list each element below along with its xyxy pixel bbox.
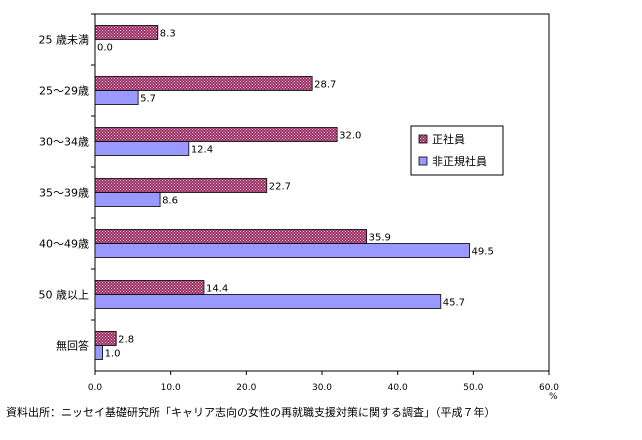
category-label: 無回答: [56, 339, 89, 353]
data-label: 35.9: [369, 233, 391, 244]
category-label: 30～34歳: [39, 136, 89, 149]
category-label: 40～49歳: [39, 238, 89, 251]
data-label: 8.3: [160, 29, 176, 40]
x-tick-label: 50.0: [463, 383, 483, 393]
x-tick-label: 0.0: [88, 383, 103, 393]
data-label: 0.0: [97, 43, 113, 54]
unit-label: %: [549, 392, 558, 402]
bar-nonregular: [94, 141, 190, 156]
legend-label-regular: 正社員: [432, 132, 465, 146]
x-tick-label: 30.0: [312, 383, 332, 393]
bar-regular: [94, 178, 268, 193]
legend: 正社員 非正規社員: [410, 125, 504, 176]
category-label: 25～29歳: [39, 85, 89, 98]
bar-regular: [94, 280, 205, 295]
bar-nonregular: [94, 90, 139, 105]
data-label: 14.4: [206, 284, 228, 295]
category-label: 50 歳以上: [39, 289, 90, 302]
bar-regular: [94, 127, 338, 142]
x-tick-label: 20.0: [236, 383, 256, 393]
category-label: 35～39歳: [39, 187, 89, 200]
data-label: 45.7: [443, 298, 465, 309]
data-label: 2.8: [118, 335, 134, 346]
x-tick-label: 10.0: [161, 383, 181, 393]
bar-nonregular: [94, 345, 103, 360]
x-tick-label: 40.0: [388, 383, 408, 393]
data-label: 8.6: [162, 196, 178, 207]
data-label: 32.0: [339, 131, 361, 142]
bar-nonregular: [94, 294, 442, 309]
bar-regular: [94, 25, 159, 40]
bar-regular: [94, 229, 368, 244]
data-label: 12.4: [191, 145, 213, 156]
bar-regular: [94, 331, 117, 346]
legend-swatch-nonregular: [418, 156, 428, 166]
data-label: 5.7: [140, 94, 156, 105]
legend-swatch-regular: [418, 134, 428, 144]
bar-nonregular: [94, 243, 470, 258]
data-label: 22.7: [269, 182, 291, 193]
data-label: 49.5: [472, 247, 494, 258]
bar-regular: [94, 76, 313, 91]
bar-nonregular: [94, 192, 161, 207]
source-note: 資料出所：ニッセイ基礎研究所「キャリア志向の女性の再就職支援対策に関する調査」（…: [6, 406, 496, 419]
data-label: 28.7: [314, 80, 336, 91]
x-tick-label: 60.0: [539, 383, 559, 393]
legend-label-nonregular: 非正規社員: [432, 154, 487, 168]
data-label: 1.0: [105, 349, 121, 360]
category-label: 25 歳未満: [39, 34, 90, 47]
